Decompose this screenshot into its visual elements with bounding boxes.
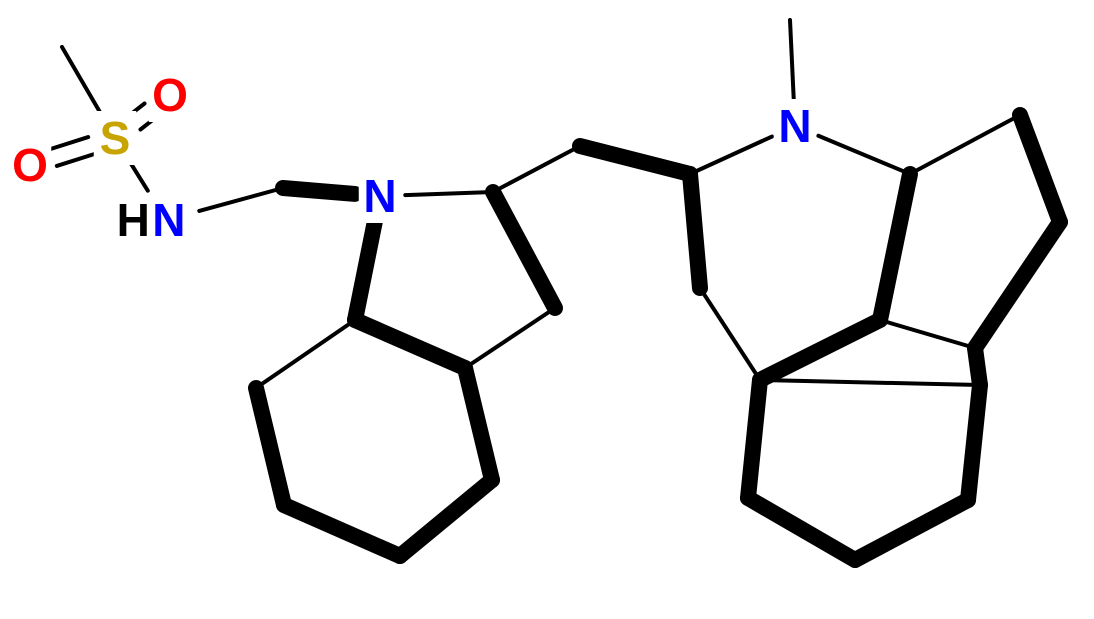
bond [855,500,968,560]
bond [748,498,855,560]
bond [1020,115,1060,222]
bond [405,192,493,195]
bond [748,380,760,498]
bond [968,385,980,500]
bond [465,308,555,368]
bond [790,20,794,101]
bond [910,115,1020,174]
bond [355,320,465,368]
bond [465,368,492,480]
atom-label-h: H [117,194,150,246]
bond [690,137,772,174]
atom: O [149,68,192,122]
atom-label-n: N [152,194,185,246]
bond [256,320,355,388]
bond [760,380,980,385]
atom-label: S [100,112,131,164]
bond [256,388,284,505]
atom: S [94,111,137,165]
atom-label: N [363,170,396,222]
bond [880,320,975,348]
atom-label: N [778,100,811,152]
atom: O [9,138,52,192]
bond [283,188,355,194]
atom-label: O [12,139,48,191]
atom-label: O [152,69,188,121]
bond [880,174,910,320]
atom: HN [114,193,186,247]
bond [493,146,580,192]
bond [355,221,375,320]
bond [51,137,88,149]
bond [690,174,700,288]
bond [580,146,690,174]
bond [975,222,1060,348]
bond [62,47,102,116]
bond [57,154,94,166]
atom: N [774,99,817,153]
bond [760,320,880,380]
bonds-layer [51,20,1060,560]
bond [818,136,910,174]
bond [400,480,492,556]
bond [700,288,760,380]
atom: N [359,169,402,223]
bond [284,505,400,556]
bond [493,192,555,308]
bond [199,188,283,211]
bond [975,348,980,385]
molecule-svg: SOOHNNN [0,0,1094,619]
molecule-diagram: SOOHNNN [0,0,1094,619]
